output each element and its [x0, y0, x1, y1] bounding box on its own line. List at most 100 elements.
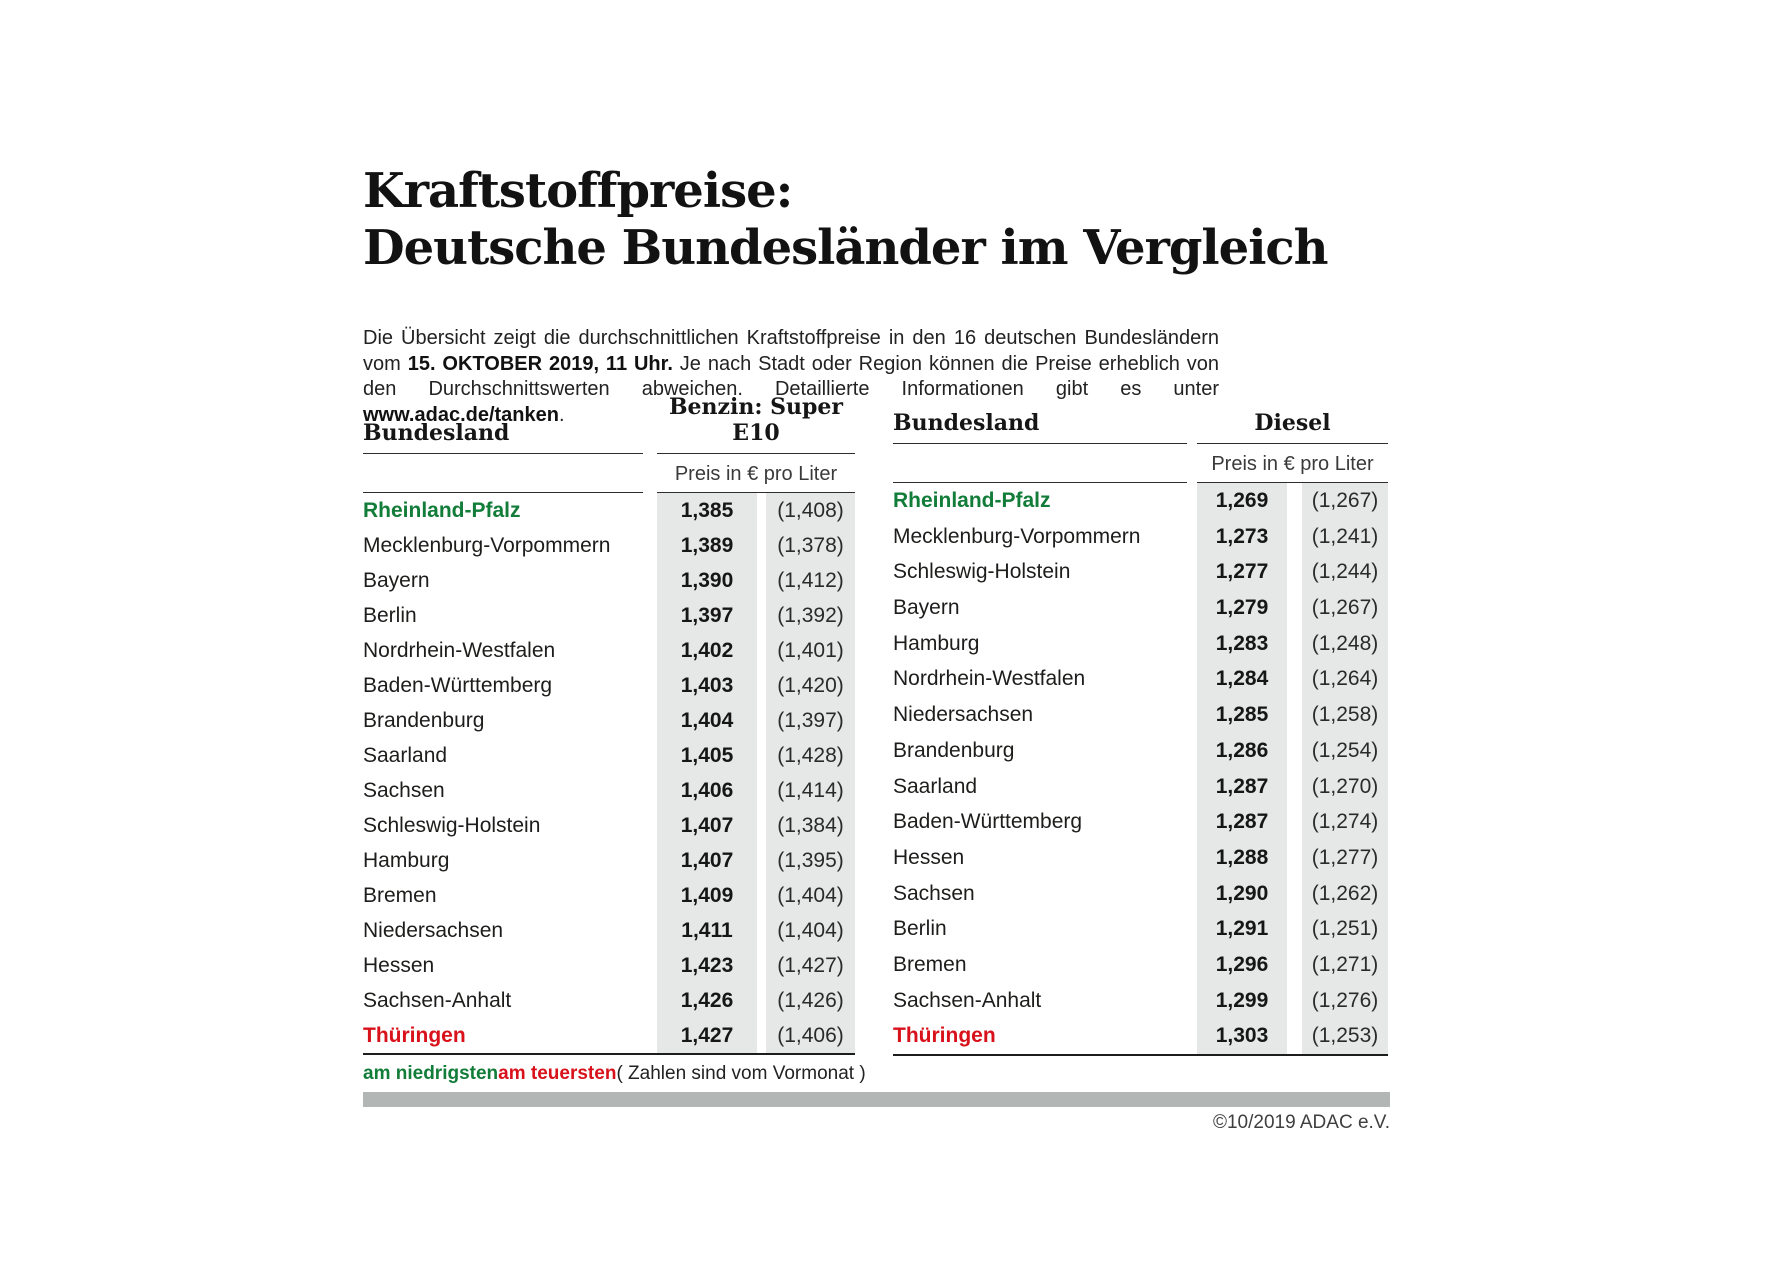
column-gap	[643, 703, 657, 738]
column-header-price-unit: Preis in € pro Liter	[1197, 444, 1388, 483]
bundesland-name: Sachsen-Anhalt	[893, 988, 1042, 1012]
price-previous: (1,420)	[766, 668, 855, 703]
column-header-bundesland: Bundesland	[363, 420, 643, 454]
price-current: 1,285	[1197, 697, 1287, 733]
column-gap	[1187, 661, 1197, 698]
bundesland-name: Berlin	[363, 604, 417, 627]
column-gap	[1287, 518, 1302, 555]
column-gap	[757, 703, 766, 738]
price-previous: (1,395)	[766, 843, 855, 878]
column-gap	[643, 598, 657, 633]
column-gap	[757, 913, 766, 948]
column-gap	[1287, 839, 1302, 876]
legend-note: ( Zahlen sind vom Vormonat )	[616, 1063, 866, 1084]
price-current: 1,287	[1197, 804, 1287, 840]
column-gap	[1287, 732, 1302, 769]
column-gap	[643, 420, 657, 454]
price-current: 1,409	[657, 878, 757, 913]
price-current: 1,402	[657, 633, 757, 668]
page-title-line-2: Deutsche Bundesländer im Vergleich	[363, 220, 1329, 276]
bundesland-name: Niedersachsen	[363, 919, 504, 942]
column-gap	[757, 773, 766, 808]
bundesland-name: Hamburg	[363, 849, 450, 872]
column-gap	[757, 668, 766, 703]
bundesland-name: Bremen	[893, 952, 967, 976]
column-gap	[643, 843, 657, 878]
header-rule-spacer	[893, 444, 1187, 483]
column-gap	[757, 598, 766, 633]
benzin-table: Bundesland Benzin: Super E10 Preis in € …	[363, 394, 855, 1055]
column-gap	[643, 948, 657, 983]
bundesland-name: Niedersachsen	[893, 703, 1034, 727]
price-current: 1,287	[1197, 768, 1287, 805]
bundesland-name: Hessen	[363, 954, 435, 977]
price-previous: (1,428)	[766, 738, 855, 773]
column-gap	[1187, 768, 1197, 805]
column-gap	[1287, 1018, 1302, 1054]
bundesland-name: Baden-Württemberg	[893, 810, 1083, 834]
price-previous: (1,264)	[1302, 661, 1388, 698]
column-header-fuel: Benzin: Super E10	[657, 394, 855, 454]
price-current: 1,405	[657, 738, 757, 773]
price-previous: (1,251)	[1302, 911, 1388, 947]
bundesland-name: Schleswig-Holstein	[893, 560, 1071, 584]
column-gap	[1287, 875, 1302, 912]
bundesland-name: Brandenburg	[363, 709, 485, 732]
table-bottom-rule	[363, 1053, 855, 1055]
column-gap	[1187, 911, 1197, 947]
legend: am niedrigsten am teuersten ( Zahlen sin…	[363, 1063, 866, 1085]
price-previous: (1,426)	[766, 983, 855, 1018]
bundesland-name: Mecklenburg-Vorpommern	[363, 534, 611, 557]
price-previous: (1,397)	[766, 703, 855, 738]
legend-lowest-label: am niedrigsten	[363, 1063, 499, 1084]
header-rule-spacer	[363, 454, 643, 493]
column-gap	[1287, 590, 1302, 626]
price-current: 1,407	[657, 843, 757, 878]
price-current: 1,403	[657, 668, 757, 703]
column-gap	[643, 738, 657, 773]
price-current: 1,291	[1197, 911, 1287, 947]
column-gap	[643, 913, 657, 948]
price-previous: (1,427)	[766, 948, 855, 983]
column-gap	[757, 948, 766, 983]
column-gap	[1187, 946, 1197, 983]
column-gap	[757, 808, 766, 843]
column-gap	[1187, 410, 1197, 444]
column-gap	[643, 633, 657, 668]
column-gap	[757, 843, 766, 878]
price-current: 1,423	[657, 948, 757, 983]
column-gap	[757, 738, 766, 773]
footer-divider-bar	[363, 1092, 1390, 1107]
price-previous: (1,267)	[1302, 483, 1388, 519]
price-current: 1,411	[657, 913, 757, 948]
column-gap	[1187, 444, 1197, 483]
column-gap	[1287, 554, 1302, 591]
column-gap	[643, 493, 657, 528]
price-previous: (1,244)	[1302, 554, 1388, 591]
price-current: 1,406	[657, 773, 757, 808]
bundesland-name: Nordrhein-Westfalen	[893, 667, 1086, 691]
price-current: 1,426	[657, 983, 757, 1018]
column-gap	[757, 563, 766, 598]
bundesland-name: Nordrhein-Westfalen	[363, 639, 556, 662]
price-previous: (1,408)	[766, 493, 855, 528]
column-gap	[1187, 697, 1197, 733]
column-gap	[643, 878, 657, 913]
price-previous: (1,254)	[1302, 732, 1388, 769]
bundesland-name: Berlin	[893, 917, 947, 941]
bundesland-name: Rheinland-Pfalz	[363, 499, 521, 522]
column-gap	[1187, 590, 1197, 626]
bundesland-name: Sachsen	[363, 779, 445, 802]
price-previous: (1,378)	[766, 528, 855, 563]
diesel-table: Bundesland Diesel Preis in € pro Liter R…	[893, 410, 1388, 1056]
column-gap	[1287, 804, 1302, 840]
copyright-text: ©10/2019 ADAC e.V.	[1212, 1112, 1390, 1133]
intro-text: .	[559, 403, 565, 426]
column-gap	[1187, 554, 1197, 591]
column-gap	[643, 983, 657, 1018]
column-gap	[757, 633, 766, 668]
price-previous: (1,267)	[1302, 590, 1388, 626]
column-gap	[1187, 839, 1197, 876]
price-current: 1,284	[1197, 661, 1287, 698]
price-previous: (1,412)	[766, 563, 855, 598]
